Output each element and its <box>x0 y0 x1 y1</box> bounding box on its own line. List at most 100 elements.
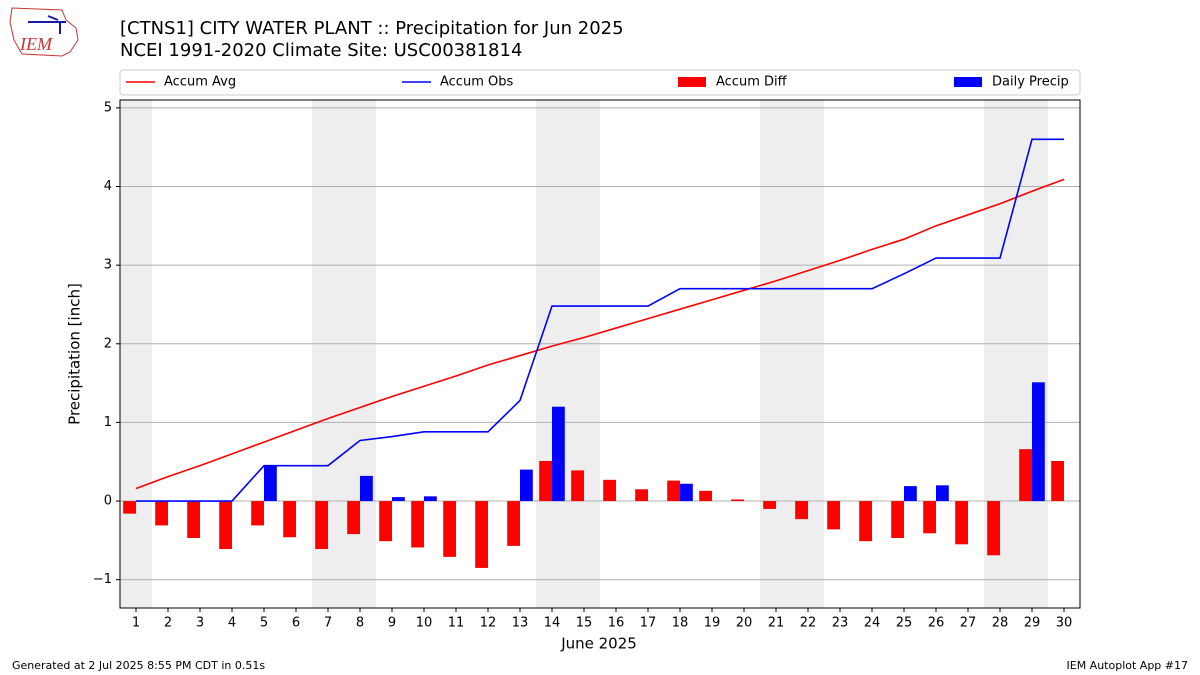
legend-label: Accum Obs <box>440 75 513 90</box>
bar <box>123 501 136 514</box>
bar <box>699 490 712 502</box>
x-tick-label: 12 <box>480 616 497 631</box>
x-tick-label: 27 <box>960 616 977 631</box>
weekend-shade <box>120 100 152 608</box>
x-tick-label: 14 <box>544 616 561 631</box>
bar <box>1051 460 1064 502</box>
legend-box <box>119 69 1081 96</box>
x-tick-label: 25 <box>896 616 913 631</box>
line <box>136 138 1064 502</box>
y-tick-label: 0 <box>104 494 112 509</box>
bar <box>219 501 232 550</box>
logo-text: IEM <box>19 34 53 54</box>
x-tick-label: 9 <box>388 616 396 631</box>
y-tick-label: 3 <box>104 258 112 273</box>
x-tick-label: 29 <box>1024 616 1041 631</box>
x-tick-label: 13 <box>512 616 529 631</box>
logo-icon <box>28 15 66 34</box>
line <box>135 178 1065 490</box>
footer-left: Generated at 2 Jul 2025 8:55 PM CDT in 0… <box>12 659 265 672</box>
legend-label: Daily Precip <box>992 75 1069 90</box>
bar <box>520 469 533 502</box>
x-tick-label: 8 <box>356 616 364 631</box>
bar <box>891 501 904 539</box>
x-tick-label: 17 <box>640 616 657 631</box>
y-axis-label: Precipitation [inch] <box>66 283 84 425</box>
x-tick-label: 19 <box>704 616 721 631</box>
x-tick-label: 26 <box>928 616 945 631</box>
bar <box>795 501 808 520</box>
bar <box>1032 382 1045 502</box>
logo-outline <box>9 7 79 57</box>
bar <box>347 501 360 535</box>
bar <box>827 501 840 530</box>
bar <box>315 501 328 550</box>
y-tick-label: 4 <box>104 179 112 194</box>
bar <box>936 485 949 502</box>
bar <box>443 501 456 557</box>
bar <box>603 479 616 502</box>
y-tick-label: −1 <box>93 572 112 587</box>
x-tick-label: 22 <box>800 616 817 631</box>
bar <box>923 501 936 534</box>
bar <box>379 501 392 542</box>
x-tick-label: 23 <box>832 616 849 631</box>
bar <box>187 501 200 539</box>
x-tick-label: 30 <box>1056 616 1073 631</box>
y-tick-label: 5 <box>104 100 112 115</box>
chart-title: [CTNS1] CITY WATER PLANT :: Precipitatio… <box>120 18 624 39</box>
x-tick-label: 6 <box>292 616 300 631</box>
x-tick-label: 28 <box>992 616 1009 631</box>
x-tick-label: 4 <box>228 616 236 631</box>
x-tick-label: 11 <box>448 616 465 631</box>
weekend-shade <box>760 100 792 608</box>
bar <box>680 483 693 502</box>
legend-marker <box>954 77 982 87</box>
y-tick-label: 2 <box>104 336 112 351</box>
bar <box>955 501 968 545</box>
weekend-shade <box>536 100 568 608</box>
x-tick-label: 16 <box>608 616 625 631</box>
bar <box>251 501 264 526</box>
x-tick-label: 18 <box>672 616 689 631</box>
bar <box>667 480 680 502</box>
legend-label: Accum Diff <box>716 75 788 90</box>
bar <box>283 501 296 538</box>
bar <box>987 501 1000 556</box>
bar <box>392 497 405 502</box>
bar <box>763 501 776 509</box>
plot-frame <box>119 99 1081 609</box>
bar <box>424 496 437 502</box>
legend-label: Accum Avg <box>164 75 236 90</box>
x-tick-label: 20 <box>736 616 753 631</box>
bar <box>904 486 917 502</box>
bar <box>264 465 277 502</box>
legend-marker <box>678 77 706 87</box>
y-tick-label: 1 <box>104 415 112 430</box>
x-tick-label: 5 <box>260 616 268 631</box>
weekend-shade <box>1016 100 1048 608</box>
x-axis-label: June 2025 <box>560 635 637 653</box>
x-tick-label: 2 <box>164 616 172 631</box>
bar <box>859 501 872 542</box>
x-tick-label: 10 <box>416 616 433 631</box>
bar <box>360 475 373 502</box>
bar <box>411 501 424 548</box>
bar <box>731 499 744 502</box>
bar <box>1019 449 1032 502</box>
x-tick-label: 3 <box>196 616 204 631</box>
x-tick-label: 7 <box>324 616 332 631</box>
bar <box>552 406 565 502</box>
weekend-shade <box>568 100 600 608</box>
x-tick-label: 24 <box>864 616 881 631</box>
bar <box>635 489 648 502</box>
bar <box>571 470 584 502</box>
footer-right: IEM Autoplot App #17 <box>1067 659 1189 672</box>
bar <box>475 501 488 568</box>
weekend-shade <box>792 100 824 608</box>
x-tick-label: 1 <box>132 616 140 631</box>
bar <box>539 460 552 502</box>
bar <box>155 501 168 526</box>
x-tick-label: 21 <box>768 616 785 631</box>
bar <box>507 501 520 546</box>
